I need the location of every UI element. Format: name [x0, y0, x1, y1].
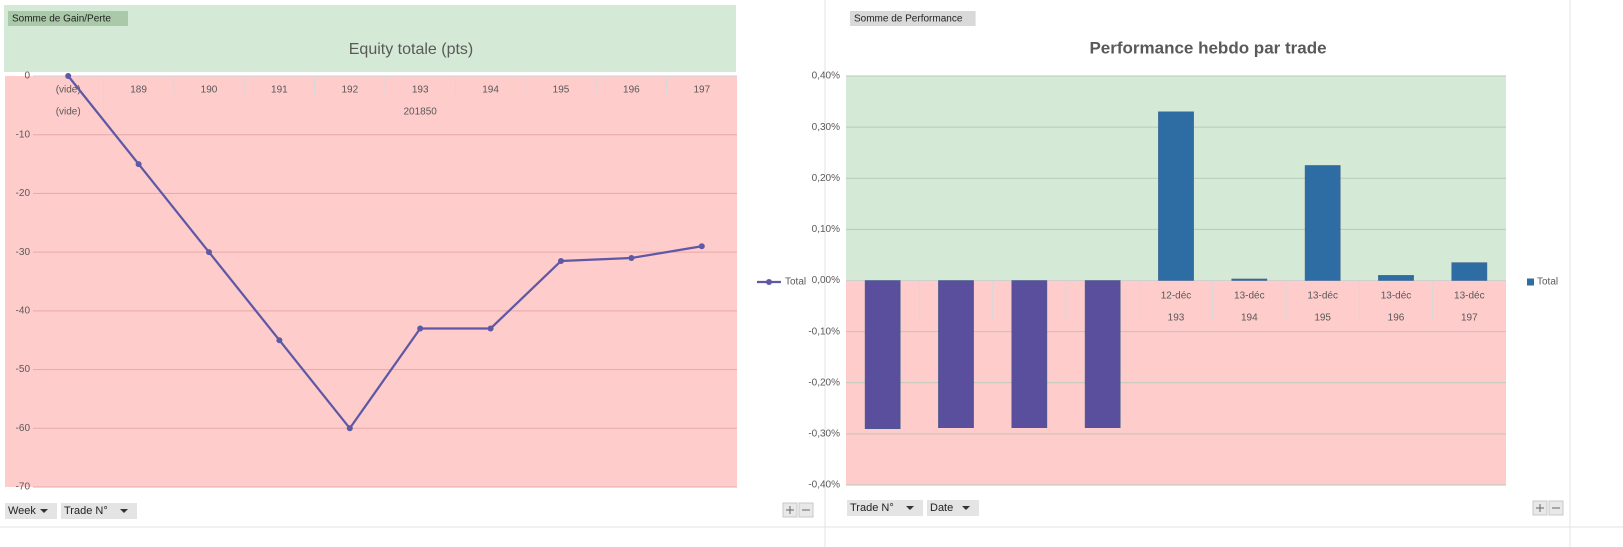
y-tick-label: -40 [16, 305, 31, 316]
y-tick-label: -0,40% [808, 480, 840, 491]
bar [1231, 278, 1268, 281]
field-button[interactable] [850, 11, 976, 26]
x-tick-label: 197 [693, 85, 710, 96]
y-tick-label: -0,10% [808, 326, 840, 337]
y-tick-label: 0,30% [812, 122, 840, 133]
point [558, 257, 564, 264]
x-tick-label: 195 [553, 85, 570, 96]
x-tick-label: 13-déc [1234, 291, 1265, 302]
legend-swatch-point [766, 279, 772, 285]
y-tick-label: -70 [16, 482, 31, 493]
x-tick-label: 12-déc [1161, 291, 1192, 302]
y-tick-label: 0 [24, 71, 30, 82]
x-tick-label: (vide) [56, 85, 81, 96]
dropdown-arrow [962, 506, 970, 510]
x-tick-label: 191 [271, 85, 288, 96]
x-tick-label: 190 [201, 85, 218, 96]
x-tick-label: 13-déc [1307, 291, 1338, 302]
filter-button-label: Date [930, 502, 953, 514]
bar [1451, 262, 1488, 281]
plot-bg [5, 76, 737, 487]
filter-button-label: Week [8, 505, 36, 517]
x-tick-label: 13-déc [1454, 291, 1485, 302]
point [135, 161, 142, 168]
bar [1158, 111, 1194, 281]
y-tick-label: -20 [16, 188, 31, 199]
y-tick-label: -30 [16, 247, 31, 258]
point [276, 337, 283, 344]
y-tick-label: 0,40% [812, 71, 840, 82]
x-group-label: (vide) [56, 107, 81, 118]
x-tick-label: 196 [623, 85, 640, 96]
dropdown-arrow [40, 509, 48, 513]
field-button[interactable] [8, 11, 128, 26]
y-tick-label: -0,20% [808, 377, 840, 388]
x-group-label: 196 [1388, 313, 1405, 324]
point [628, 255, 635, 262]
x-tick-label: 193 [412, 85, 429, 96]
point [698, 243, 705, 250]
y-tick-label: 0,20% [812, 173, 840, 184]
point [65, 73, 72, 79]
x-group-label: 201850 [404, 107, 438, 118]
field-button-label: Somme de Performance [854, 14, 963, 25]
x-group-label: 193 [1168, 313, 1185, 324]
legend-label: Total [1537, 277, 1558, 288]
line [67, 75, 702, 431]
y-tick-label: -10 [16, 129, 31, 140]
point [206, 249, 212, 256]
bar [938, 280, 974, 428]
point [487, 325, 494, 332]
x-tick-label: 194 [482, 85, 499, 96]
point [417, 325, 424, 332]
legend-label: Total [785, 277, 806, 288]
dropdown-arrow [120, 509, 128, 513]
x-group-label: 195 [1314, 313, 1331, 324]
x-tick-label: 13-déc [1381, 291, 1412, 302]
chart-title: Performance hebdo par trade [1089, 38, 1326, 57]
bar [1304, 165, 1341, 281]
bar [1011, 280, 1048, 428]
bar [864, 280, 901, 430]
dropdown-arrow [906, 506, 914, 510]
filter-button[interactable] [61, 503, 137, 519]
filter-button-label: Trade N° [850, 502, 894, 514]
filter-button[interactable] [927, 500, 979, 516]
x-tick-label: 189 [130, 85, 147, 96]
y-tick-label: -60 [16, 423, 31, 434]
y-tick-label: 0,00% [812, 275, 840, 286]
y-tick-label: -0,30% [808, 429, 840, 440]
y-tick-label: 0,10% [812, 224, 840, 235]
filter-button[interactable] [847, 500, 923, 516]
legend-swatch [1527, 278, 1534, 286]
chart-title: Equity totale (pts) [349, 41, 474, 58]
x-group-label: 194 [1241, 313, 1258, 324]
zoom-buttons[interactable] [782, 500, 1564, 518]
bar [1378, 275, 1414, 281]
x-group-label: 197 [1461, 313, 1478, 324]
y-tick-label: -50 [16, 364, 31, 375]
bar [1084, 280, 1121, 428]
point [346, 425, 353, 432]
field-button-label: Somme de Gain/Perte [12, 14, 111, 25]
x-tick-label: 192 [341, 85, 358, 96]
filter-button[interactable] [5, 503, 57, 519]
filter-button-label: Trade N° [64, 505, 108, 517]
